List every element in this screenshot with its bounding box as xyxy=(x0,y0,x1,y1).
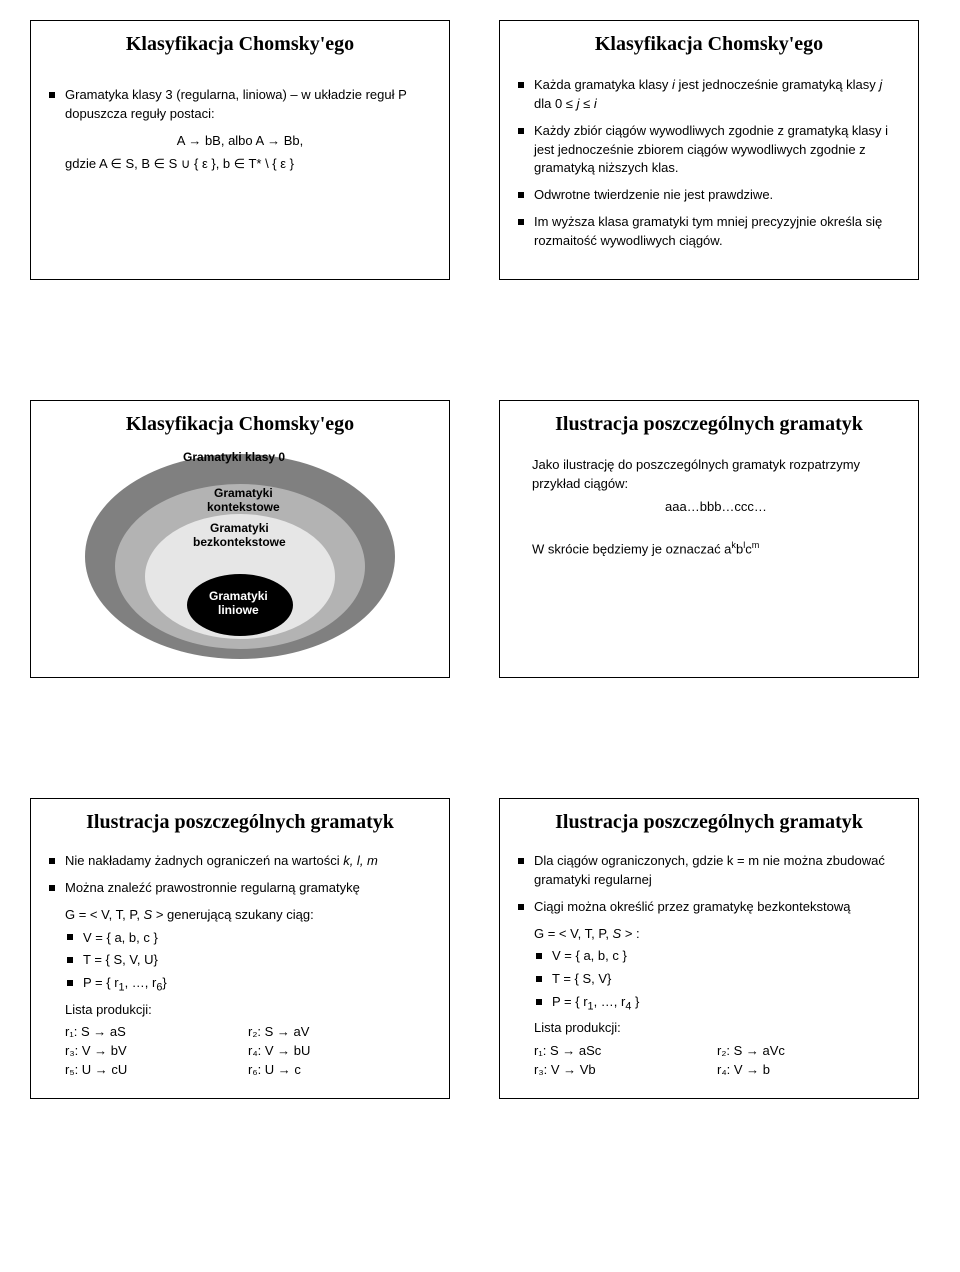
r1: r₁: S → aSc xyxy=(534,1042,717,1061)
slide-1: Klasyfikacja Chomsky'ego Gramatyka klasy… xyxy=(30,20,450,280)
slide-4: Ilustracja poszczególnych gramatyk Jako … xyxy=(499,400,919,678)
slide-4-title: Ilustracja poszczególnych gramatyk xyxy=(518,413,900,436)
slide-2-bullet-1: Każda gramatyka klasy i jest jednocześni… xyxy=(518,76,900,114)
chomsky-diagram: Gramatyki klasy 0 Gramatyki kontekstowe … xyxy=(85,454,395,659)
t: > generującą szukany ciąg: xyxy=(152,907,314,922)
r2: r₂: S → aV xyxy=(248,1023,431,1042)
slide-6-lista: Lista produkcji: xyxy=(518,1019,900,1038)
slide-1-bullet-1: Gramatyka klasy 3 (regularna, liniowa) –… xyxy=(49,86,431,124)
r4: r₄: V → b xyxy=(717,1061,900,1080)
slide-1-title: Klasyfikacja Chomsky'ego xyxy=(49,33,431,56)
label-kontekstowe: Gramatyki kontekstowe xyxy=(207,487,280,515)
r6: r₆: U → c xyxy=(248,1061,431,1080)
label-class-0: Gramatyki klasy 0 xyxy=(183,451,285,465)
t: P = { r xyxy=(83,975,119,990)
r5: r₅: U → cU xyxy=(65,1061,248,1080)
slide-2-content: Każda gramatyka klasy i jest jednocześni… xyxy=(518,76,900,251)
t: S xyxy=(144,907,153,922)
t: Gramatyki xyxy=(214,486,273,500)
t: dla 0 ≤ xyxy=(534,96,577,111)
slide-1-line-a: A → bB, albo A → Bb, xyxy=(49,132,431,151)
t: G = < V, T, P, xyxy=(65,907,144,922)
t: } xyxy=(631,994,639,1009)
slide-5-content: Nie nakładamy żadnych ograniczeń na wart… xyxy=(49,852,431,1080)
r4: r₄: V → bU xyxy=(248,1042,431,1061)
slide-3: Klasyfikacja Chomsky'ego Gramatyki klasy… xyxy=(30,400,450,678)
slide-1-content: Gramatyka klasy 3 (regularna, liniowa) –… xyxy=(49,86,431,173)
slide-6-title: Ilustracja poszczególnych gramatyk xyxy=(518,811,900,834)
t: m xyxy=(752,540,760,550)
slide-2-bullet-3: Odwrotne twierdzenie nie jest prawdziwe. xyxy=(518,186,900,205)
t: bezkontekstowe xyxy=(193,535,286,549)
slide-2: Klasyfikacja Chomsky'ego Każda gramatyka… xyxy=(499,20,919,280)
slide-6-bullet-2: Ciągi można określić przez gramatykę bez… xyxy=(518,898,900,917)
t: , …, r xyxy=(125,975,157,990)
t: k, l, m xyxy=(343,853,378,868)
page-grid: Klasyfikacja Chomsky'ego Gramatyka klasy… xyxy=(30,20,930,1099)
slide-6-sub-1: V = { a, b, c } xyxy=(536,947,900,966)
t: liniowe xyxy=(218,603,259,617)
label-bezkontekstowe: Gramatyki bezkontekstowe xyxy=(193,522,286,550)
r1: r₁: S → aS xyxy=(65,1023,248,1042)
t: ≤ xyxy=(579,96,593,111)
t: Gramatyki xyxy=(210,521,269,535)
slide-5-sub-3: P = { r1, …, r6} xyxy=(67,974,431,996)
slide-5-title: Ilustracja poszczególnych gramatyk xyxy=(49,811,431,834)
t: > : xyxy=(621,926,639,941)
slide-5-lista: Lista produkcji: xyxy=(49,1001,431,1020)
t: j xyxy=(879,77,882,92)
slide-6-g-line: G = < V, T, P, S > : xyxy=(518,925,900,944)
slide-5-sub-2: T = { S, V, U} xyxy=(67,951,431,970)
slide-6-productions: r₁: S → aSc r₂: S → aVc r₃: V → Vb r₄: V… xyxy=(518,1042,900,1080)
slide-6-bullet-1: Dla ciągów ograniczonych, gdzie k = m ni… xyxy=(518,852,900,890)
slide-2-bullet-2: Każdy zbiór ciągów wywodliwych zgodnie z… xyxy=(518,122,900,179)
slide-5-bullet-1: Nie nakładamy żadnych ograniczeń na wart… xyxy=(49,852,431,871)
slide-1-line-b: gdzie A ∈ S, B ∈ S ∪ { ε }, b ∈ T* \ { ε… xyxy=(49,155,431,174)
slide-6-content: Dla ciągów ograniczonych, gdzie k = m ni… xyxy=(518,852,900,1080)
t: Każda gramatyka klasy xyxy=(534,77,672,92)
t: S xyxy=(613,926,622,941)
t: , …, r xyxy=(594,994,626,1009)
slide-2-bullet-4: Im wyższa klasa gramatyki tym mniej prec… xyxy=(518,213,900,251)
slide-4-p1: Jako ilustrację do poszczególnych gramat… xyxy=(532,456,900,494)
slide-5-g-line: G = < V, T, P, S > generującą szukany ci… xyxy=(49,906,431,925)
r3: r₃: V → bV xyxy=(65,1042,248,1061)
slide-3-title: Klasyfikacja Chomsky'ego xyxy=(49,413,431,436)
slide-2-title: Klasyfikacja Chomsky'ego xyxy=(518,33,900,56)
t: Nie nakładamy żadnych ograniczeń na wart… xyxy=(65,853,343,868)
t: W skrócie będziemy je oznaczać a xyxy=(532,541,731,556)
label-liniowe: Gramatyki liniowe xyxy=(209,590,268,618)
t: i xyxy=(594,96,597,111)
slide-6-sub-3: P = { r1, …, r4 } xyxy=(536,993,900,1015)
t: jest jednocześnie gramatyką klasy xyxy=(675,77,879,92)
r2: r₂: S → aVc xyxy=(717,1042,900,1061)
slide-6-sub-2: T = { S, V} xyxy=(536,970,900,989)
slide-4-p2: aaa…bbb…ccc… xyxy=(532,498,900,517)
slide-4-p3: W skrócie będziemy je oznaczać akblcm xyxy=(532,539,900,559)
slide-5-bullet-2: Można znaleźć prawostronnie regularną gr… xyxy=(49,879,431,898)
t: P = { r xyxy=(552,994,588,1009)
r3: r₃: V → Vb xyxy=(534,1061,717,1080)
slide-5-productions: r₁: S → aS r₂: S → aV r₃: V → bV r₄: V →… xyxy=(49,1023,431,1080)
slide-5-sub-1: V = { a, b, c } xyxy=(67,929,431,948)
t: } xyxy=(162,975,166,990)
t: kontekstowe xyxy=(207,500,280,514)
slide-6: Ilustracja poszczególnych gramatyk Dla c… xyxy=(499,798,919,1099)
slide-5: Ilustracja poszczególnych gramatyk Nie n… xyxy=(30,798,450,1099)
t: Gramatyki xyxy=(209,589,268,603)
t: G = < V, T, P, xyxy=(534,926,613,941)
slide-4-content: Jako ilustrację do poszczególnych gramat… xyxy=(518,456,900,559)
